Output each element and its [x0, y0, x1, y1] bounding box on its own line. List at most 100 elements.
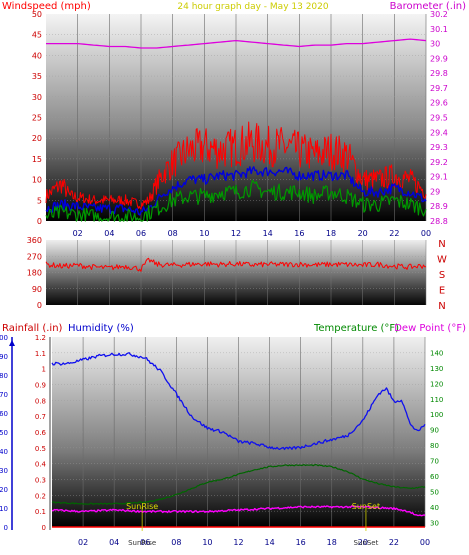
direction-series — [45, 257, 427, 272]
wind-tick-label: 10 — [32, 176, 42, 185]
wind-x-tick-label: 14 — [263, 229, 273, 238]
humidity-tick-label: 70 — [0, 391, 8, 399]
temperature-axis-title: Temperature (°F) — [313, 323, 399, 334]
temperature-tick-label: 80 — [430, 442, 439, 450]
humidity-x-tick-labels: 02 04 06 08 10 12 14 16 18 20 22 00 — [78, 538, 430, 547]
temperature-tick-label: 50 — [430, 488, 439, 496]
humidity-tick-label: 80 — [0, 372, 8, 380]
rain-tick-label: 1 — [42, 366, 46, 374]
wind-x-tick-label: 16 — [294, 229, 304, 238]
wind-series — [45, 38, 427, 222]
temperature-tick-labels: 30 40 50 60 70 80 90 100 110 120 130 140 — [430, 349, 443, 527]
rain-tick-label: 0 — [42, 524, 46, 532]
humidity-tick-label: 30 — [0, 467, 8, 475]
chart-title: 24 hour graph day - May 13 2020 — [177, 2, 328, 12]
dewpoint-series — [51, 505, 426, 517]
temperature-tick-label: 100 — [430, 411, 443, 419]
baro-tick-label: 29.1 — [430, 173, 448, 182]
humidity-tick-label: 60 — [0, 410, 8, 418]
humidity-tick-label: 20 — [0, 486, 8, 494]
temperature-tick-label: 140 — [430, 349, 443, 357]
wind-x-tick-label: 04 — [104, 229, 114, 238]
sunrise-label: SunRise — [126, 502, 158, 511]
wind-tick-label: 25 — [32, 114, 42, 123]
wind-x-tick-label: 00 — [421, 229, 431, 238]
baro-tick-label: 30.1 — [430, 25, 448, 34]
baro-tick-label: 29.7 — [430, 84, 448, 93]
wind-x-tick-label: 02 — [73, 229, 83, 238]
rain-tick-label: 0.3 — [35, 477, 46, 485]
average-wind-series — [45, 179, 427, 222]
humidity-series-line — [51, 352, 426, 451]
rain-tick-label: 0.2 — [35, 492, 46, 500]
wind-tick-label: 45 — [32, 31, 42, 40]
wind-tick-label: 50 — [32, 10, 42, 19]
baro-tick-label: 29.4 — [430, 128, 448, 137]
humidity-x-tick-label: 10 — [202, 538, 212, 547]
direction-tick-label: 0 — [37, 301, 42, 310]
temperature-tick-label: 110 — [430, 396, 443, 404]
direction-tick-label: 180 — [27, 269, 42, 278]
baro-tick-label: 29.3 — [430, 143, 448, 152]
baro-tick-label: 30 — [430, 40, 440, 49]
humidity-tick-label: 100 — [0, 334, 8, 342]
direction-tick-label: 270 — [27, 252, 42, 261]
humidity-axis-title: Humidity (%) — [68, 323, 134, 334]
rain-tick-labels: 0 0.1 0.2 0.3 0.4 0.5 0.6 0.7 0.8 0.9 1 1.1 1.2 — [35, 334, 47, 532]
humidity-x-tick-label: 20 — [358, 538, 368, 547]
wind-x-tick-label: 22 — [389, 229, 399, 238]
baro-tick-label: 29 — [430, 187, 440, 196]
temperature-tick-label: 40 — [430, 504, 439, 512]
temperature-tick-label: 60 — [430, 473, 439, 481]
baro-tick-label: 29.6 — [430, 99, 448, 108]
baro-tick-label: 28.8 — [430, 217, 448, 226]
compass-label: E — [439, 286, 445, 297]
rain-tick-label: 0.7 — [35, 413, 46, 421]
baro-tick-label: 29.2 — [430, 158, 448, 167]
baro-axis-title: Barometer (.in) — [390, 1, 466, 12]
humidity-tick-label: 50 — [0, 429, 8, 437]
rain-tick-label: 0.6 — [35, 429, 47, 437]
humidity-tick-labels: 0 10 20 30 40 50 60 70 80 90 100 — [0, 334, 8, 532]
rain-tick-label: 0.4 — [35, 461, 47, 469]
compass-label: N — [438, 239, 445, 250]
wind-tick-label: 20 — [32, 134, 42, 143]
baro-tick-label: 30.2 — [430, 10, 448, 19]
wind-x-tick-label: 06 — [136, 229, 146, 238]
direction-tick-labels: 360 270 180 90 0 — [27, 236, 42, 310]
direction-gridlines — [46, 240, 427, 305]
humidity-x-tick-label: 04 — [109, 538, 119, 547]
sunset-label: SunSet — [352, 502, 380, 511]
baro-tick-label: 28.9 — [430, 202, 448, 211]
temperature-tick-label: 70 — [430, 458, 439, 466]
windspeed-series — [45, 166, 427, 216]
humidity-tick-label: 90 — [0, 353, 8, 361]
sun-markers: SunRise SunSet SunRise SunSet — [126, 502, 380, 547]
temperature-tick-label: 120 — [430, 380, 443, 388]
temperature-tick-label: 130 — [430, 365, 443, 373]
wind-tick-label: 35 — [32, 72, 42, 81]
direction-tick-label: 360 — [27, 236, 42, 245]
humidity-series — [51, 352, 426, 528]
dewpoint-axis-title: Dew Point (°F) — [394, 323, 466, 334]
direction-series-line — [45, 257, 427, 272]
wind-x-tick-label: 20 — [358, 229, 368, 238]
wind-tick-label: 0 — [37, 217, 42, 226]
humidity-tick-label: 0 — [4, 524, 8, 532]
wind-x-tick-label: 10 — [199, 229, 209, 238]
rain-tick-label: 1.2 — [35, 334, 46, 342]
humidity-x-tick-label: 02 — [78, 538, 88, 547]
baro-tick-label: 29.9 — [430, 54, 448, 63]
humidity-x-tick-label: 22 — [389, 538, 399, 547]
wind-x-tick-label: 18 — [326, 229, 336, 238]
wind-tick-label: 15 — [32, 155, 42, 164]
wind-tick-label: 5 — [37, 196, 42, 205]
sunset-axis-label: SunSet — [354, 539, 379, 547]
rain-tick-label: 1.1 — [35, 350, 46, 358]
humidity-x-tick-label: 06 — [140, 538, 150, 547]
baro-tick-labels: 28.8 28.9 29 29.1 29.2 29.3 29.4 29.5 29.6 29.7 29… — [430, 10, 448, 226]
wind-axis-title: Windspeed (mph) — [2, 1, 91, 12]
humidity-x-tick-label: 18 — [327, 538, 337, 547]
